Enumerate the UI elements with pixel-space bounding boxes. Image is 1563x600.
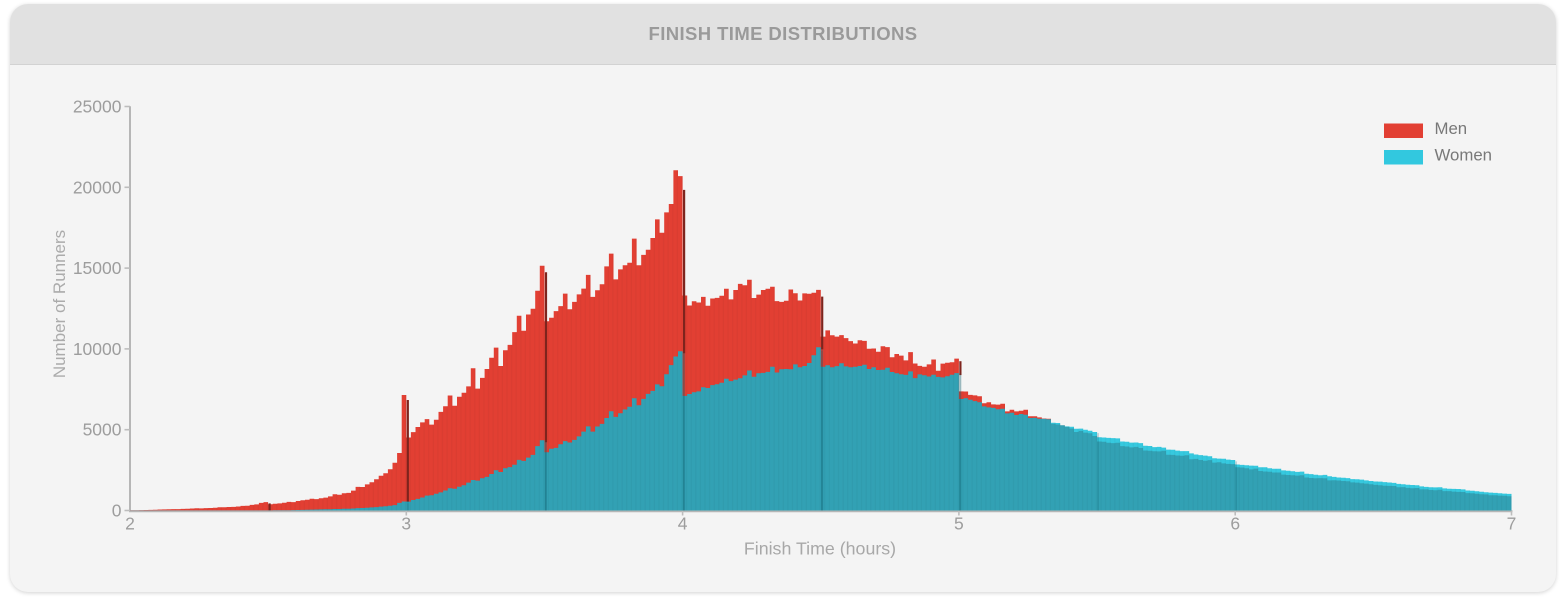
svg-text:2: 2 [125, 514, 135, 534]
svg-text:0: 0 [112, 501, 122, 521]
svg-text:4: 4 [678, 514, 688, 534]
svg-text:Number of Runners: Number of Runners [50, 230, 69, 378]
svg-text:3: 3 [401, 514, 411, 534]
svg-text:Men: Men [1435, 119, 1468, 138]
svg-text:7: 7 [1507, 514, 1517, 534]
svg-text:5000: 5000 [83, 420, 122, 440]
svg-text:10000: 10000 [73, 339, 122, 359]
svg-text:6: 6 [1230, 514, 1240, 534]
svg-text:Finish Time (hours): Finish Time (hours) [744, 539, 896, 559]
svg-text:25000: 25000 [73, 97, 122, 117]
svg-text:Women: Women [1435, 146, 1493, 165]
svg-text:15000: 15000 [73, 258, 122, 278]
svg-text:20000: 20000 [73, 177, 122, 197]
svg-text:5: 5 [954, 514, 964, 534]
